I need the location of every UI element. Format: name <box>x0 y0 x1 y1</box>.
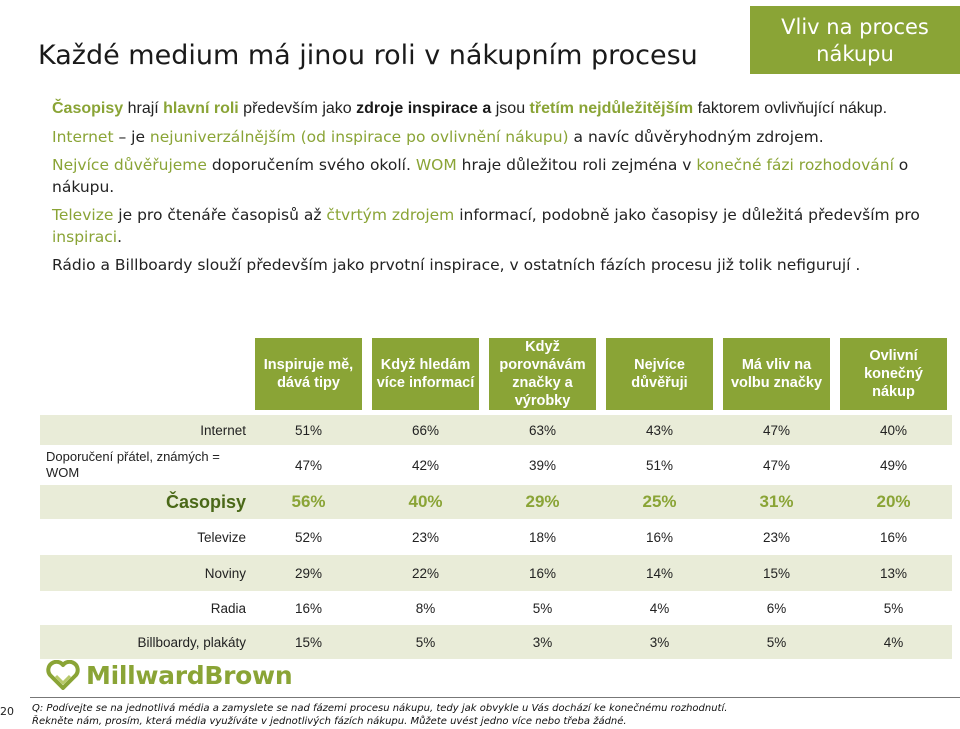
column-header: Když hledám více informací <box>367 333 484 415</box>
row-label: Noviny <box>40 555 250 591</box>
table-cell: 3% <box>601 625 718 659</box>
row-label: Internet <box>40 415 250 445</box>
table-cell: 52% <box>250 519 367 555</box>
media-role-table-wrap: Inspiruje mě, dává tipy Když hledám více… <box>40 333 952 659</box>
table-row: Televize 52% 23% 18% 16% 23% 16% <box>40 519 952 555</box>
table-cell: 16% <box>601 519 718 555</box>
table-cell: 5% <box>367 625 484 659</box>
table-row: Internet 51% 66% 63% 43% 47% 40% <box>40 415 952 445</box>
table-cell: 29% <box>250 555 367 591</box>
table-cell: 47% <box>250 445 367 485</box>
table-cell: 49% <box>835 445 952 485</box>
header-empty-cell <box>40 333 250 415</box>
table-cell: 13% <box>835 555 952 591</box>
table-cell: 5% <box>484 591 601 625</box>
table-cell: 6% <box>718 591 835 625</box>
footer-divider <box>30 697 960 698</box>
table-cell: 42% <box>367 445 484 485</box>
table-row: Radia 16% 8% 5% 4% 6% 5% <box>40 591 952 625</box>
table-cell: 47% <box>718 415 835 445</box>
table-cell: 43% <box>601 415 718 445</box>
table-cell: 40% <box>835 415 952 445</box>
row-label: Billboardy, plakáty <box>40 625 250 659</box>
table-cell: 31% <box>718 485 835 519</box>
column-header: Když porovnávám značky a výrobky <box>484 333 601 415</box>
row-label: Časopisy <box>40 485 250 519</box>
section-badge: Vliv na proces nákupu <box>750 6 960 74</box>
table-cell: 47% <box>718 445 835 485</box>
table-cell: 51% <box>250 415 367 445</box>
brand-logo: MillwardBrown <box>46 660 293 690</box>
table-cell: 51% <box>601 445 718 485</box>
table-cell: 66% <box>367 415 484 445</box>
table-cell: 18% <box>484 519 601 555</box>
table-cell: 4% <box>835 625 952 659</box>
table-cell: 23% <box>718 519 835 555</box>
page-title: Každé medium má jinou roli v nákupním pr… <box>38 40 698 71</box>
table-cell: 8% <box>367 591 484 625</box>
finding-magazines: Časopisy hrají hlavní roli především jak… <box>52 100 888 117</box>
column-header: Inspiruje mě, dává tipy <box>250 333 367 415</box>
footnote-line: Q: Podívejte se na jednotlivá média a za… <box>32 703 728 714</box>
table-cell: 15% <box>718 555 835 591</box>
finding-television: Televize je pro čtenáře časopisů až čtvr… <box>52 206 920 246</box>
table-row: Noviny 29% 22% 16% 14% 15% 13% <box>40 555 952 591</box>
footnote-line: Řekněte nám, prosím, která média využívá… <box>32 716 627 727</box>
finding-radio-billboards: Rádio a Billboardy slouží především jako… <box>52 256 861 274</box>
table-header-row: Inspiruje mě, dává tipy Když hledám více… <box>40 333 952 415</box>
table-cell: 40% <box>367 485 484 519</box>
row-label: Radia <box>40 591 250 625</box>
table-cell: 5% <box>835 591 952 625</box>
table-cell: 3% <box>484 625 601 659</box>
table-row: Doporučení přátel, známých = WOM 47% 42%… <box>40 445 952 485</box>
table-cell: 56% <box>250 485 367 519</box>
table-cell: 25% <box>601 485 718 519</box>
table-cell: 4% <box>601 591 718 625</box>
table-cell: 23% <box>367 519 484 555</box>
table-cell: 14% <box>601 555 718 591</box>
table-cell: 63% <box>484 415 601 445</box>
media-role-table: Inspiruje mě, dává tipy Když hledám více… <box>40 333 952 659</box>
table-cell: 16% <box>484 555 601 591</box>
table-cell: 22% <box>367 555 484 591</box>
column-header: Ovlivní konečný nákup <box>835 333 952 415</box>
page-number: 20 <box>0 705 14 718</box>
finding-internet: Internet – je nejuniverzálnějším (od ins… <box>52 128 824 146</box>
table-cell: 16% <box>835 519 952 555</box>
table-row-highlight: Časopisy 56% 40% 29% 25% 31% 20% <box>40 485 952 519</box>
table-cell: 16% <box>250 591 367 625</box>
column-header: Má vliv na volbu značky <box>718 333 835 415</box>
logo-wordmark: MillwardBrown <box>86 660 293 690</box>
table-row: Billboardy, plakáty 15% 5% 3% 3% 5% 4% <box>40 625 952 659</box>
column-header: Nejvíce důvěřuji <box>601 333 718 415</box>
finding-wom: Nejvíce důvěřujeme doporučením svého oko… <box>52 156 909 196</box>
question-footnote: Q: Podívejte se na jednotlivá média a za… <box>32 702 727 728</box>
table-cell: 5% <box>718 625 835 659</box>
row-label: Televize <box>40 519 250 555</box>
heart-logo-icon <box>46 660 80 690</box>
table-cell: 20% <box>835 485 952 519</box>
row-label: Doporučení přátel, známých = WOM <box>40 445 250 485</box>
table-cell: 29% <box>484 485 601 519</box>
key-findings: Časopisy hrají hlavní roli především jak… <box>52 98 932 276</box>
table-cell: 15% <box>250 625 367 659</box>
table-cell: 39% <box>484 445 601 485</box>
